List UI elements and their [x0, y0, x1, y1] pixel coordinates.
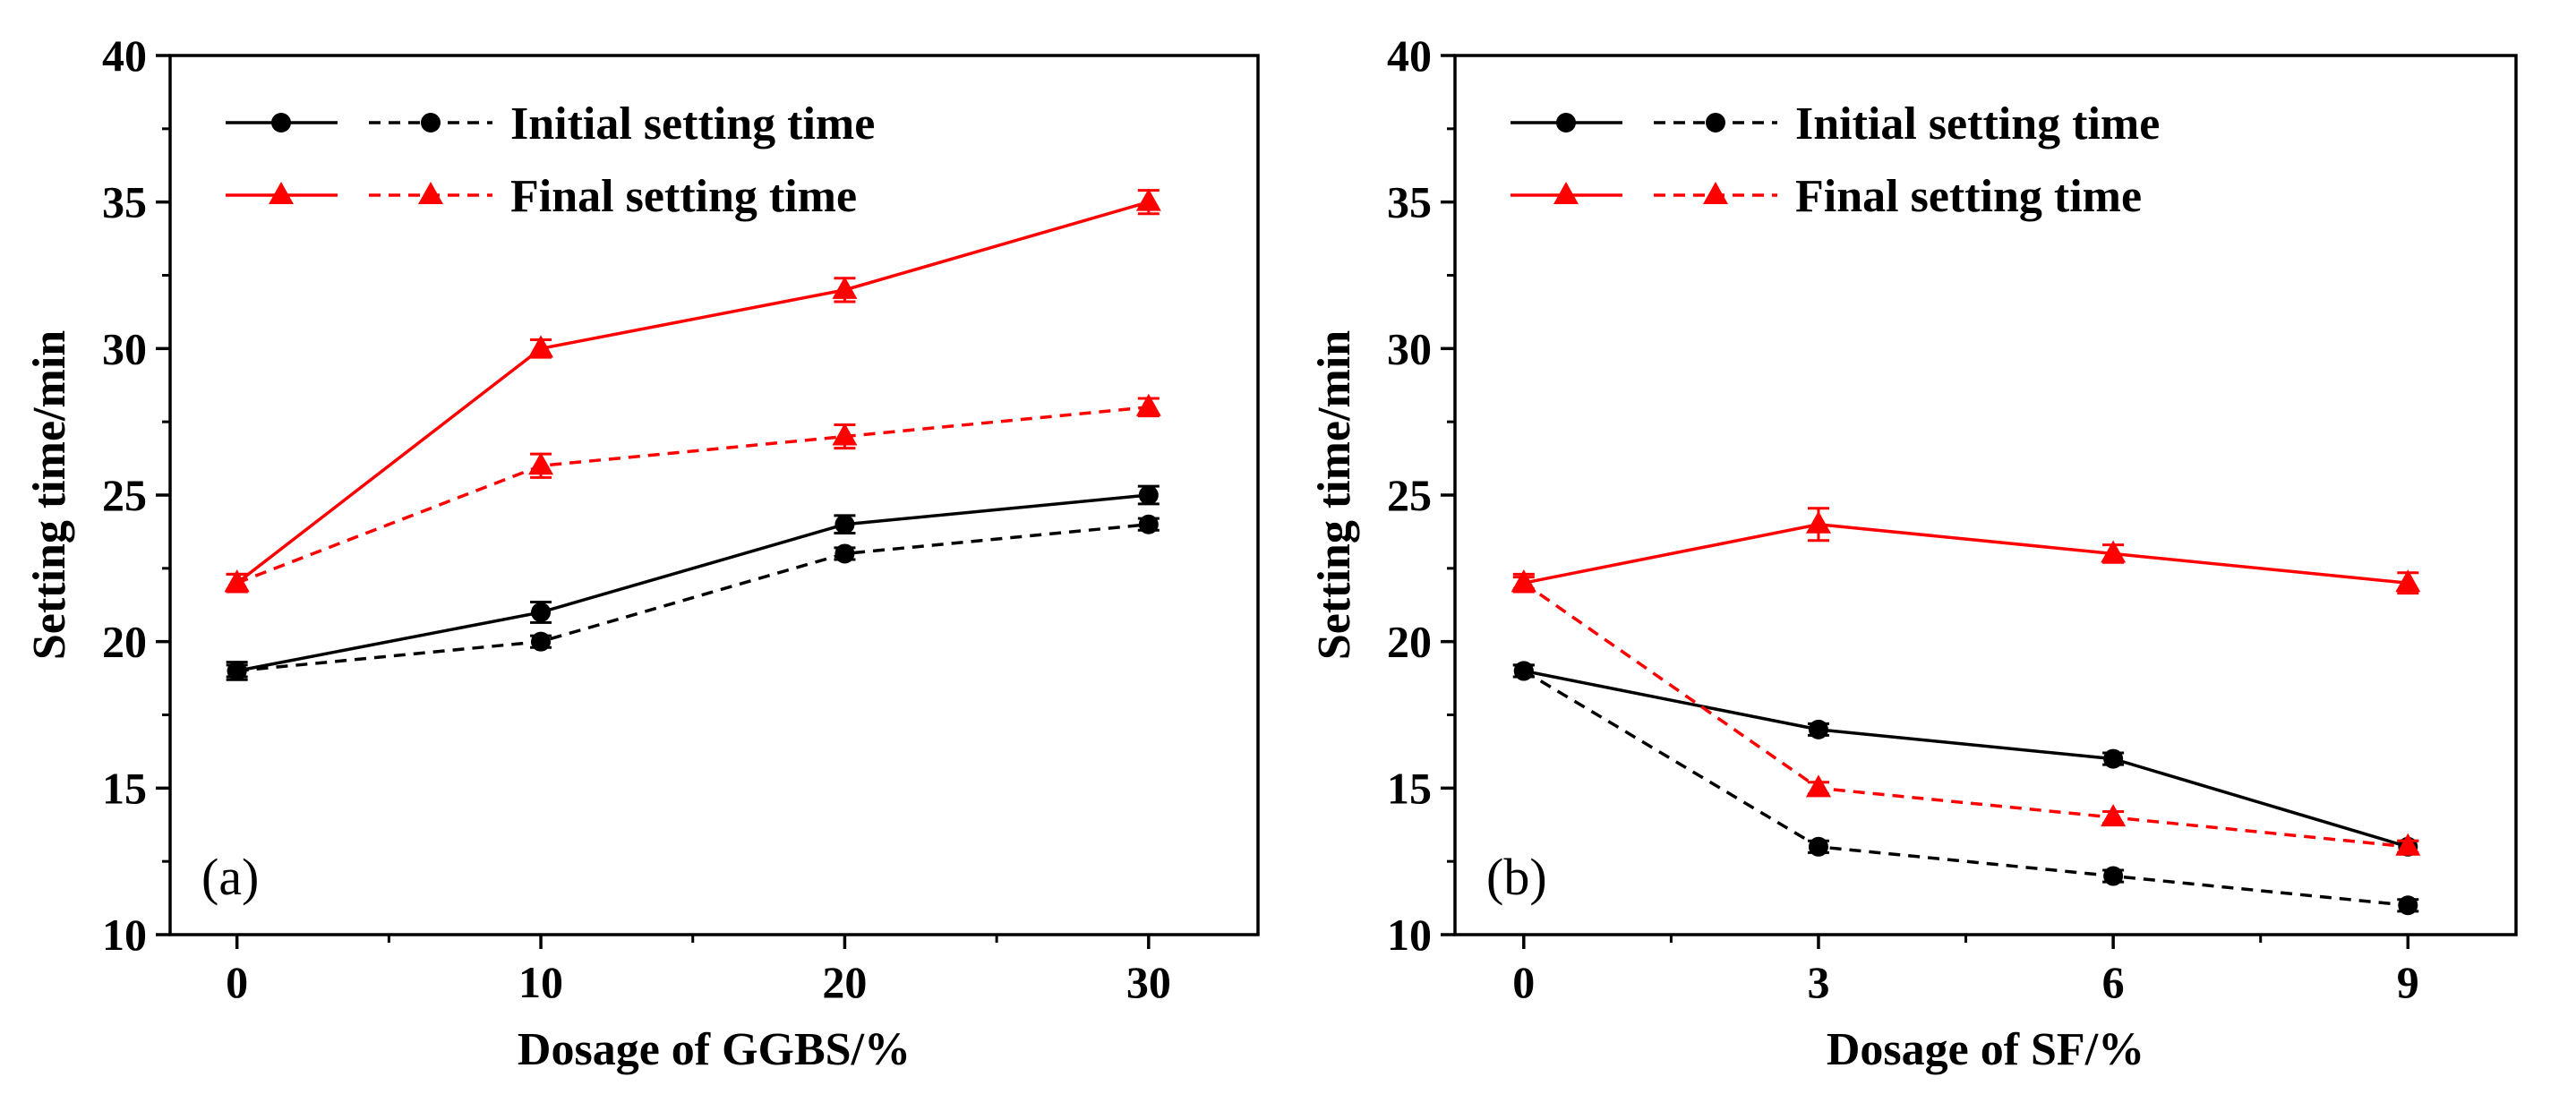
- legend-label: Final setting time: [510, 171, 857, 222]
- data-point-circle: [2103, 748, 2124, 769]
- x-tick-label: 10: [518, 957, 563, 1007]
- y-axis-title: Setting time/min: [1309, 330, 1360, 660]
- data-point-triangle: [2395, 569, 2421, 593]
- data-point-triangle: [1805, 510, 1831, 534]
- legend-marker-circle: [1706, 113, 1725, 132]
- x-tick-label: 20: [822, 957, 867, 1007]
- data-point-circle: [1138, 514, 1159, 534]
- legend-marker-circle: [1556, 113, 1576, 132]
- data-point-triangle: [2395, 833, 2421, 856]
- data-point-circle: [531, 631, 552, 652]
- data-point-triangle: [2101, 804, 2127, 827]
- data-point-circle: [2103, 866, 2124, 886]
- x-tick-label: 0: [226, 957, 248, 1007]
- x-tick-label: 0: [1512, 957, 1535, 1007]
- data-point-circle: [834, 514, 855, 534]
- data-point-circle: [2398, 895, 2418, 916]
- x-tick-label: 3: [1807, 957, 1829, 1007]
- panel-b-chart: 10 15 20 25 30 35 40 0 3 6 9 Dosage of SF/% Setting …: [1309, 30, 2518, 1075]
- y-tick-label: 40: [1387, 30, 1432, 81]
- series-line-3: [1522, 581, 2409, 849]
- data-point-circle: [1808, 836, 1828, 857]
- data-point-circle: [1513, 661, 1534, 681]
- data-point-circle: [1138, 485, 1159, 505]
- y-tick-label: 20: [102, 617, 147, 667]
- data-point-circle: [531, 602, 552, 622]
- y-axis-title: Setting time/min: [24, 330, 75, 660]
- legend-marker-triangle: [1553, 182, 1579, 204]
- data-point-triangle: [1805, 774, 1831, 798]
- x-tick-label: 30: [1126, 957, 1171, 1007]
- y-tick-label: 35: [102, 177, 147, 227]
- y-tick-label: 15: [102, 763, 147, 813]
- data-point-triangle: [1135, 393, 1161, 416]
- series-line-1: [1522, 669, 2409, 908]
- data-point-triangle: [528, 335, 554, 358]
- legend-marker-triangle: [418, 182, 443, 204]
- panel-a-chart: 10 15 20 25 30 35 40 0 10 20 30 Dosage of GGBS/% Set…: [24, 30, 1260, 1075]
- data-point-circle: [834, 543, 855, 564]
- data-point-triangle: [528, 452, 554, 475]
- series-line-3: [236, 406, 1149, 585]
- data-point-circle: [227, 661, 247, 681]
- data-point-circle: [1808, 719, 1828, 739]
- y-tick-label: 10: [102, 910, 147, 960]
- y-tick-label: 25: [102, 470, 147, 520]
- y-tick-label: 25: [1387, 470, 1432, 520]
- legend-marker-circle: [271, 113, 291, 132]
- x-tick-label: 9: [2397, 957, 2419, 1007]
- series-line-2: [1523, 522, 2409, 585]
- series-line-1: [236, 522, 1149, 673]
- data-point-triangle: [1511, 569, 1536, 593]
- data-point-triangle: [832, 276, 858, 299]
- series-line-0: [236, 493, 1149, 673]
- y-tick-label: 20: [1387, 617, 1432, 667]
- legend-label: Initial setting time: [1795, 98, 2160, 150]
- series-line-2: [235, 200, 1150, 585]
- x-axis-title: Dosage of GGBS/%: [518, 1024, 911, 1075]
- legend-marker-triangle: [269, 182, 294, 204]
- legend-marker-circle: [421, 113, 441, 132]
- y-tick-label: 15: [1387, 763, 1432, 813]
- y-tick-label: 10: [1387, 910, 1432, 960]
- y-tick-label: 35: [1387, 177, 1432, 227]
- y-tick-label: 30: [1387, 323, 1432, 373]
- series-line-0: [1523, 669, 2409, 849]
- panel-label: (b): [1486, 848, 1547, 906]
- data-point-triangle: [1135, 188, 1161, 211]
- y-tick-label: 30: [102, 323, 147, 373]
- data-point-triangle: [224, 569, 250, 593]
- legend-label: Final setting time: [1795, 171, 2142, 222]
- legend-label: Initial setting time: [510, 98, 875, 150]
- x-axis-title: Dosage of SF/%: [1827, 1024, 2144, 1075]
- x-tick-label: 6: [2102, 957, 2125, 1007]
- data-point-triangle: [832, 423, 858, 446]
- legend-marker-triangle: [1703, 182, 1728, 204]
- panel-label: (a): [201, 848, 259, 906]
- data-point-triangle: [2101, 540, 2127, 563]
- y-tick-label: 40: [102, 30, 147, 81]
